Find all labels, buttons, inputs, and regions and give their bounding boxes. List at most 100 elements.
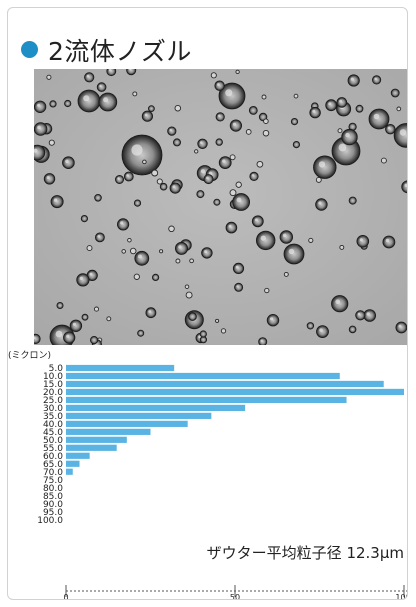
y-tick-label: 70.0 bbox=[43, 468, 63, 478]
y-tick-label: 25.0 bbox=[43, 396, 63, 406]
droplet-highlight bbox=[270, 317, 274, 321]
droplet-highlight bbox=[200, 141, 203, 144]
droplet bbox=[93, 306, 100, 312]
droplet bbox=[215, 318, 220, 323]
droplet bbox=[382, 235, 396, 249]
droplet-highlight bbox=[222, 159, 226, 163]
droplet-highlight bbox=[385, 238, 390, 243]
droplet bbox=[123, 171, 134, 182]
droplet bbox=[141, 110, 154, 122]
y-tick-label: 55.0 bbox=[43, 444, 63, 454]
droplet bbox=[106, 316, 112, 322]
droplet bbox=[188, 312, 197, 321]
droplet bbox=[264, 287, 270, 294]
y-tick-label: 95.0 bbox=[43, 508, 63, 518]
droplet-highlight bbox=[366, 312, 370, 316]
bar bbox=[66, 460, 80, 467]
droplet bbox=[48, 139, 55, 146]
droplet bbox=[341, 128, 358, 146]
droplet-highlight bbox=[208, 171, 213, 175]
figure-card: 2流体ノズル (ミクロン) 5.0 10.0 1 bbox=[7, 7, 408, 600]
droplet bbox=[213, 198, 221, 206]
droplet bbox=[127, 237, 132, 243]
droplet-highlight bbox=[138, 254, 142, 259]
droplet-highlight bbox=[37, 125, 41, 130]
droplet bbox=[255, 230, 276, 251]
droplet bbox=[313, 155, 337, 179]
droplet bbox=[368, 108, 390, 130]
droplet-highlight bbox=[79, 276, 83, 280]
x-tick-label: 50 bbox=[230, 593, 240, 600]
droplet bbox=[339, 244, 345, 250]
droplet bbox=[169, 182, 181, 194]
droplet bbox=[316, 325, 329, 339]
droplet bbox=[185, 291, 193, 299]
droplet-highlight bbox=[200, 169, 205, 174]
y-tick-label: 10.0 bbox=[43, 372, 63, 382]
y-tick-label: 85.0 bbox=[43, 492, 63, 502]
droplet bbox=[306, 322, 315, 330]
droplet-highlight bbox=[99, 84, 102, 88]
droplet bbox=[363, 309, 377, 322]
droplet bbox=[133, 199, 142, 207]
droplet-highlight bbox=[83, 95, 90, 102]
droplet-highlight bbox=[387, 126, 391, 130]
droplet-highlight bbox=[198, 335, 201, 339]
droplet bbox=[256, 160, 264, 168]
droplet-highlight bbox=[103, 97, 109, 103]
droplet bbox=[77, 89, 101, 113]
droplet bbox=[283, 243, 305, 265]
droplet bbox=[168, 225, 175, 233]
droplet bbox=[84, 72, 95, 83]
droplet bbox=[34, 144, 46, 161]
droplet bbox=[126, 69, 137, 76]
droplet bbox=[215, 112, 225, 122]
droplet bbox=[81, 313, 89, 321]
droplet-highlight bbox=[37, 103, 41, 107]
droplet-highlight bbox=[117, 177, 120, 180]
y-tick-label: 35.0 bbox=[43, 412, 63, 422]
droplet bbox=[347, 74, 360, 87]
bar-chart-svg: (ミクロン) 5.010.015.020.025.030.035.040.045… bbox=[8, 350, 407, 600]
droplet-highlight bbox=[328, 102, 332, 106]
droplet bbox=[121, 134, 163, 176]
droplet bbox=[325, 99, 338, 112]
bar bbox=[66, 420, 188, 427]
droplet bbox=[218, 156, 232, 169]
droplet bbox=[64, 99, 72, 108]
y-tick-label: 80.0 bbox=[43, 484, 63, 494]
droplet-highlight bbox=[148, 310, 152, 313]
y-tick-label: 20.0 bbox=[43, 388, 63, 398]
droplet bbox=[229, 119, 242, 132]
bar bbox=[66, 436, 127, 443]
droplet-highlight bbox=[232, 122, 237, 126]
droplet bbox=[337, 128, 343, 134]
droplet-highlight bbox=[398, 324, 402, 328]
y-tick-label: 15.0 bbox=[43, 380, 63, 390]
droplet bbox=[215, 138, 223, 146]
droplet bbox=[34, 122, 48, 136]
y-axis-label: (ミクロン) bbox=[8, 350, 51, 361]
droplet bbox=[117, 218, 130, 231]
droplet bbox=[63, 331, 76, 344]
droplet bbox=[129, 247, 137, 255]
droplet-highlight bbox=[338, 143, 347, 152]
droplet bbox=[34, 333, 41, 344]
droplet bbox=[43, 173, 56, 185]
droplet bbox=[69, 319, 83, 332]
droplet-highlight bbox=[235, 265, 239, 269]
droplet bbox=[283, 271, 289, 277]
droplet bbox=[115, 175, 125, 185]
bar bbox=[66, 412, 212, 419]
droplet bbox=[232, 193, 251, 211]
droplet bbox=[234, 282, 244, 292]
droplet-highlight bbox=[357, 312, 361, 316]
droplet bbox=[292, 141, 300, 149]
y-tick-label: 5.0 bbox=[49, 364, 64, 374]
droplet bbox=[76, 273, 90, 287]
droplet-highlight bbox=[374, 77, 377, 80]
droplet bbox=[293, 93, 299, 99]
droplet-highlight bbox=[126, 174, 129, 177]
droplet-highlight bbox=[55, 330, 63, 338]
droplet bbox=[89, 335, 99, 345]
